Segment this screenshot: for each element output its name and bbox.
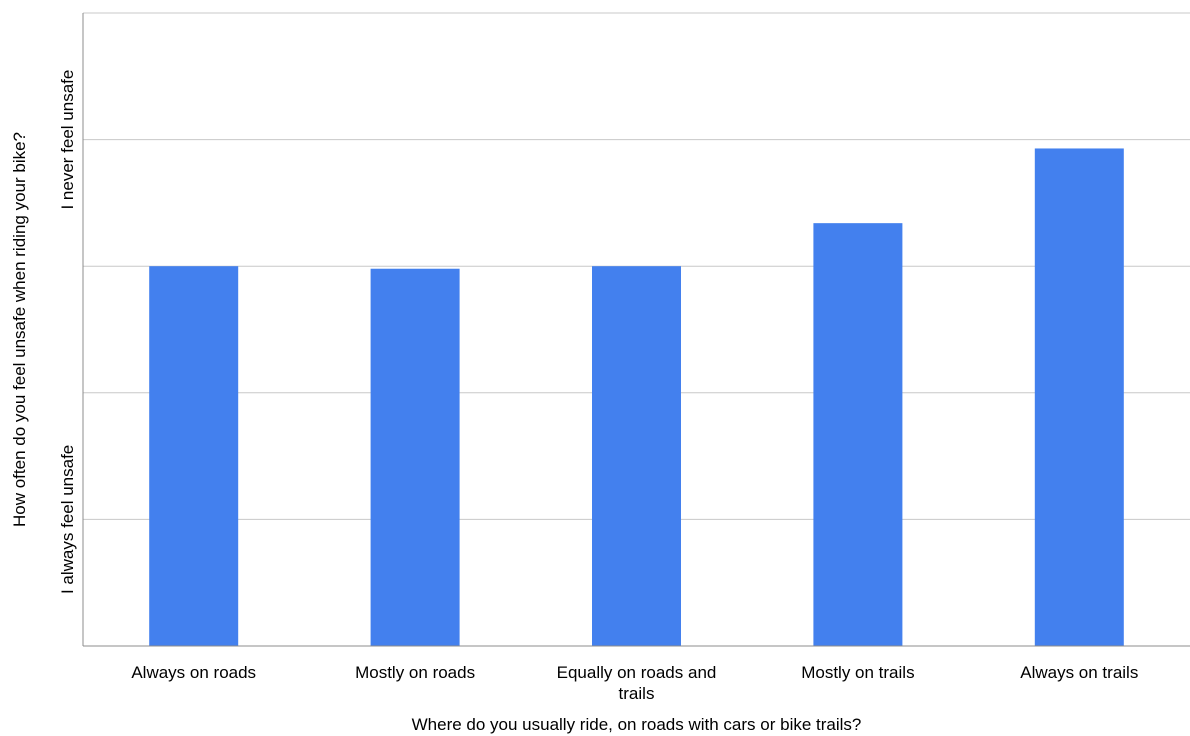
y-tick-label: I never feel unsafe — [58, 70, 77, 210]
x-tick-labels: Always on roads Mostly on roads Equally on… — [131, 663, 1138, 703]
x-tick-label: Always on trails — [1020, 663, 1138, 682]
y-axis-title: How often do you feel unsafe when riding… — [10, 132, 29, 527]
x-tick-label: Mostly on trails — [801, 663, 914, 682]
bar — [1034, 148, 1124, 646]
bars — [149, 148, 1124, 646]
x-tick-label: Mostly on roads — [355, 663, 475, 682]
bar — [370, 268, 460, 646]
x-tick-label: Always on roads — [131, 663, 256, 682]
x-axis-title: Where do you usually ride, on roads with… — [412, 715, 862, 734]
bar — [149, 266, 239, 646]
bar — [813, 223, 903, 646]
bar — [592, 266, 681, 646]
x-tick-label: Equally on roads and trails — [557, 663, 717, 703]
y-tick-labels: I always feel unsafe I never feel unsafe — [58, 70, 77, 594]
y-tick-label: I always feel unsafe — [58, 445, 77, 594]
